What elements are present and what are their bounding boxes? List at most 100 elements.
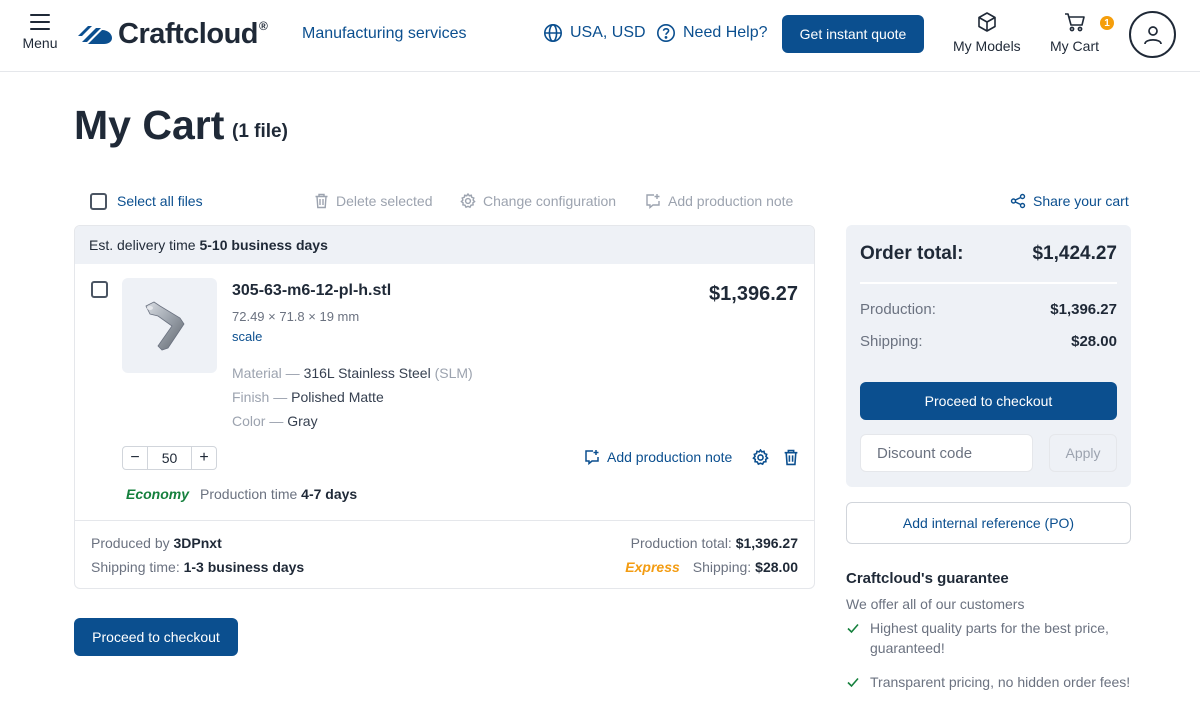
model-thumbnail[interactable] [122, 278, 217, 373]
trash-icon [315, 193, 328, 209]
item-price: $1,396.27 [709, 283, 798, 305]
share-icon [1010, 193, 1026, 209]
add-production-note-toolbar-button[interactable]: Add production note [645, 191, 793, 211]
help-icon [657, 24, 675, 42]
delivery-value: 5-10 business days [199, 237, 328, 253]
shipping-cost-label: Shipping: [692, 559, 752, 575]
gear-icon [460, 193, 476, 209]
color-label: Color — [232, 413, 288, 429]
model-preview-image [144, 301, 184, 350]
select-all-checkbox[interactable] [90, 192, 107, 210]
add-po-reference-button[interactable]: Add internal reference (PO) [846, 502, 1131, 544]
quantity-decrease-button[interactable]: − [130, 449, 140, 466]
guarantee-title: Craftcloud's guarantee [846, 570, 1009, 587]
proceed-to-checkout-button[interactable]: Proceed to checkout [74, 618, 238, 656]
summary-production-value: $1,396.27 [1050, 301, 1117, 318]
help-label: Need Help? [683, 24, 768, 41]
summary-checkout-button[interactable]: Proceed to checkout [860, 382, 1117, 420]
produced-by-label: Produced by [91, 535, 170, 551]
scale-link[interactable]: scale [232, 329, 263, 344]
delete-item-button[interactable] [783, 449, 799, 471]
delivery-time-bar: Est. delivery time 5-10 business days [75, 226, 814, 264]
delete-selected-button[interactable]: Delete selected [314, 191, 433, 211]
material-label: Material — [232, 365, 304, 381]
apply-discount-button[interactable]: Apply [1049, 434, 1117, 472]
my-models-link[interactable]: My Models [953, 11, 1021, 54]
region-label: USA, USD [570, 24, 646, 41]
production-time: Production time 4-7 days [200, 486, 357, 502]
shipping-cost-value: $28.00 [755, 559, 798, 575]
help-link[interactable]: Need Help? [656, 23, 768, 43]
my-models-label: My Models [953, 38, 1021, 54]
item-checkbox[interactable] [91, 281, 108, 298]
guarantee-item-text: Transparent pricing, no hidden order fee… [870, 674, 1131, 690]
finish-spec: Finish — Polished Matte [232, 389, 384, 405]
logo-text: Craftcloud [118, 17, 259, 50]
trash-icon [784, 449, 798, 466]
guarantee-item-text: Highest quality parts for the best price… [870, 620, 1109, 656]
menu-label: Menu [22, 35, 58, 51]
discount-code-input[interactable] [860, 434, 1033, 472]
order-summary-panel: Order total: $1,424.27 Production: $1,39… [846, 225, 1131, 487]
production-time-label: Production time [200, 486, 298, 502]
user-account-button[interactable] [1129, 11, 1176, 58]
region-selector[interactable]: USA, USD [543, 23, 646, 43]
shipping-time-value: 1-3 business days [183, 559, 305, 575]
quantity-input[interactable]: 50 [147, 447, 192, 469]
get-instant-quote-button[interactable]: Get instant quote [782, 15, 924, 53]
material-spec: Material — 316L Stainless Steel (SLM) [232, 365, 473, 381]
file-name: 305-63-m6-12-pl-h.stl [232, 282, 392, 299]
cart-icon [1064, 13, 1085, 32]
top-header: Menu Craftcloud ® Manufacturing services… [0, 0, 1200, 72]
produced-by: Produced by 3DPnxt [91, 535, 222, 551]
manufacturing-services-link[interactable]: Manufacturing services [302, 25, 467, 42]
color-spec: Color — Gray [232, 413, 318, 429]
note-add-icon [646, 194, 660, 209]
craftcloud-logo[interactable]: Craftcloud ® [76, 18, 268, 50]
configure-item-button[interactable] [752, 448, 769, 471]
production-time-value: 4-7 days [301, 486, 358, 502]
guarantee-item: Transparent pricing, no hidden order fee… [846, 672, 1131, 692]
shipping-time: Shipping time: 1-3 business days [91, 559, 304, 575]
gear-icon [752, 448, 769, 466]
user-icon [1143, 25, 1162, 44]
logo-registered-mark: ® [259, 19, 268, 33]
guarantee-subtitle: We offer all of our customers [846, 596, 1025, 612]
share-cart-label: Share your cart [1033, 193, 1129, 209]
my-cart-link[interactable]: 1 My Cart [1050, 11, 1114, 54]
summary-shipping-label: Shipping: [860, 333, 923, 350]
delivery-label: Est. delivery time [89, 237, 196, 253]
page-title: My Cart [74, 102, 225, 148]
production-total: Production total: $1,396.27 [631, 535, 798, 551]
change-configuration-button[interactable]: Change configuration [460, 191, 616, 211]
quantity-increase-button[interactable]: + [199, 449, 209, 466]
quantity-stepper: − 50 + [122, 446, 217, 470]
cart-count-badge: 1 [1100, 16, 1114, 30]
finish-value: Polished Matte [291, 389, 384, 405]
material-value: 316L Stainless Steel [303, 365, 431, 381]
note-add-icon [585, 450, 599, 465]
summary-divider [860, 282, 1117, 284]
vendor-name: 3DPnxt [173, 535, 222, 551]
check-icon [847, 623, 859, 634]
add-production-note-toolbar-label: Add production note [668, 193, 794, 209]
order-total-label: Order total: [860, 243, 964, 264]
craftcloud-logo-icon [78, 26, 112, 44]
production-total-value: $1,396.27 [735, 535, 798, 551]
cart-item-card: Est. delivery time 5-10 business days 30… [74, 225, 815, 589]
color-value: Gray [287, 413, 318, 429]
share-cart-button[interactable]: Share your cart [1010, 191, 1129, 211]
cube-icon [978, 12, 996, 32]
order-total-value: $1,424.27 [1032, 243, 1117, 264]
add-production-note-button[interactable]: Add production note [584, 449, 732, 465]
add-production-note-label: Add production note [607, 449, 733, 465]
select-all-files[interactable]: Select all files [90, 191, 203, 211]
shipping-speed-badge: Express [625, 559, 680, 575]
shipping-time-label: Shipping time: [91, 559, 180, 575]
menu-button[interactable]: Menu [20, 12, 60, 51]
summary-shipping-value: $28.00 [1071, 333, 1117, 350]
production-total-label: Production total: [630, 535, 732, 551]
check-icon [847, 677, 859, 688]
file-count: (1 file) [232, 121, 288, 142]
guarantee-item: Highest quality parts for the best price… [846, 618, 1131, 658]
